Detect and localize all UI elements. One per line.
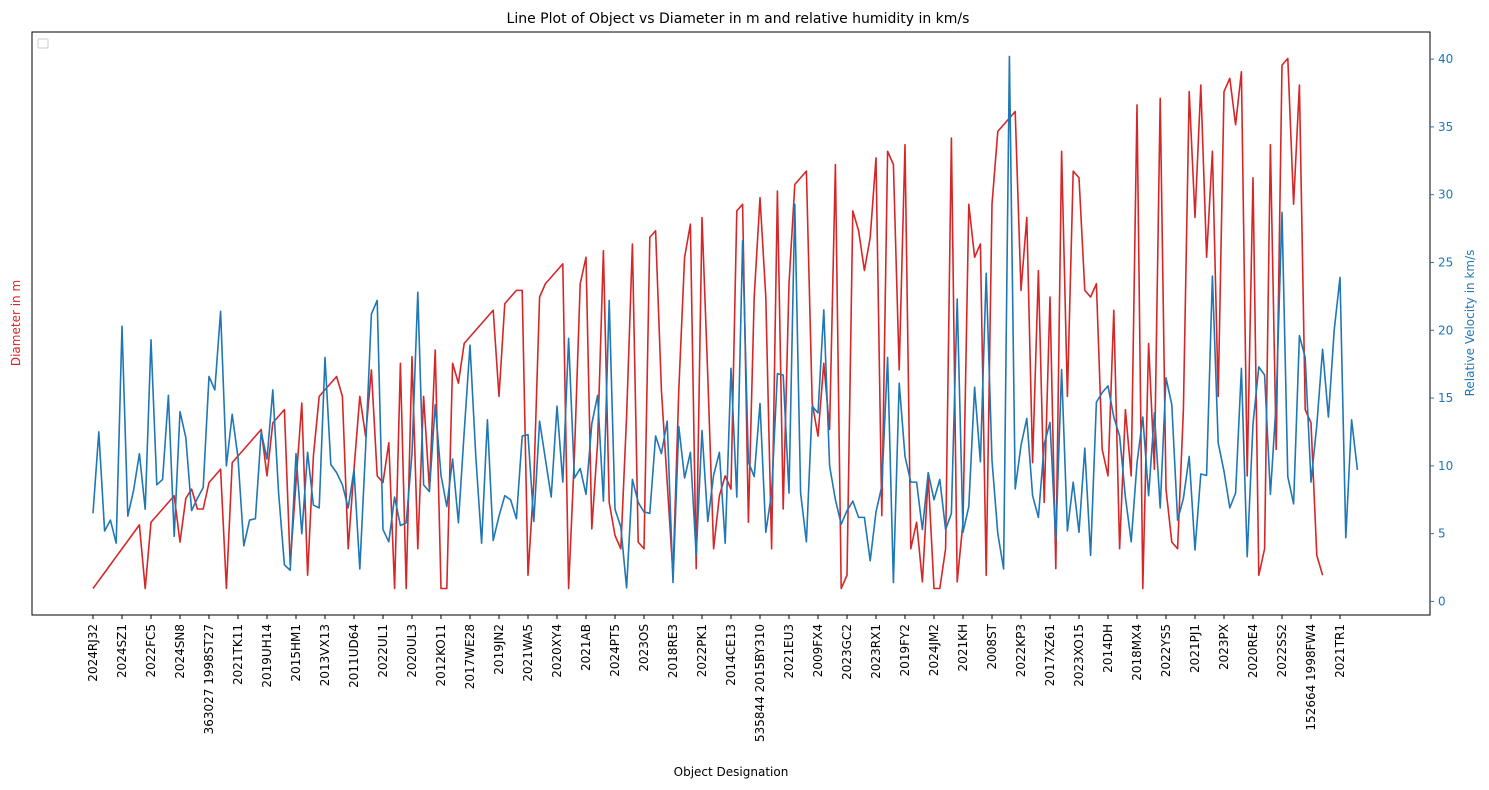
- x-tick-label: 2019FY2: [898, 624, 912, 676]
- y-left-axis-label: Diameter in m: [9, 280, 23, 366]
- y-right-tick-label: 20: [1438, 323, 1453, 337]
- x-tick-label: 2022FC5: [144, 624, 158, 677]
- x-tick-label: 2020UL3: [405, 624, 419, 678]
- y-right-tick-label: 15: [1438, 391, 1453, 405]
- x-tick-label: 2021KH: [956, 624, 970, 671]
- series-line-diameter: [92, 57, 1324, 590]
- x-tick-label: 2024PT5: [608, 624, 622, 677]
- x-tick-label: 363027 1998ST27: [202, 624, 216, 734]
- x-tick-label: 2012KO11: [434, 624, 448, 686]
- x-tick-label: 2014CE13: [724, 624, 738, 686]
- y-right-tick-label: 25: [1438, 255, 1453, 269]
- y-right-tick-label: 10: [1438, 459, 1453, 473]
- x-tick-label: 2022PK1: [695, 624, 709, 677]
- y-right-tick-label: 35: [1438, 120, 1453, 134]
- x-tick-label: 2008ST: [985, 623, 999, 669]
- x-tick-label: 2020XY4: [550, 624, 564, 678]
- y-right-tick-label: 40: [1438, 52, 1453, 66]
- x-tick-label: 2019JN2: [492, 624, 506, 675]
- y-right-tick-label: 5: [1438, 527, 1446, 541]
- x-tick-label: 2024SZ1: [115, 624, 129, 678]
- x-tick-label: 2013VX13: [318, 624, 332, 686]
- x-tick-label: 2009FX4: [811, 624, 825, 677]
- x-tick-label: 2022SS2: [1275, 624, 1289, 677]
- x-axis-ticks: 2024RJ32 2024SZ1 2022FC5 2024SN8 363027 1998…: [86, 615, 1347, 742]
- x-tick-label: 2022YS5: [1159, 624, 1173, 677]
- x-tick-label: 2020RE4: [1246, 624, 1260, 678]
- x-tick-label: 2018MX4: [1130, 624, 1144, 681]
- x-tick-label: 2024SN8: [173, 624, 187, 679]
- series-layer: [92, 55, 1359, 590]
- x-tick-label: 2023PX: [1217, 624, 1231, 670]
- x-tick-label: 2017WE28: [463, 624, 477, 689]
- x-tick-label: 2015HM1: [289, 624, 303, 682]
- x-tick-label: 2018RE3: [666, 624, 680, 678]
- chart-title: Line Plot of Object vs Diameter in m and…: [507, 11, 970, 27]
- x-tick-label: 2023RX1: [869, 624, 883, 679]
- x-tick-label: 2021EU3: [782, 624, 796, 679]
- x-tick-label: 2022UL1: [376, 624, 390, 678]
- y-right-tick-label: 0: [1438, 594, 1446, 608]
- x-tick-label: 2011UD64: [347, 624, 361, 688]
- x-tick-label: 2023OS: [637, 624, 651, 672]
- y-right-axis-ticks: 0 5 10 15 20 25 30 35 40: [1430, 52, 1453, 608]
- x-tick-label: 535844 2015BY310: [753, 624, 767, 742]
- x-axis-label: Object Designation: [674, 765, 789, 779]
- y-right-axis-label: Relative Velocity in km/s: [1463, 250, 1477, 397]
- x-tick-label: 2023XO15: [1072, 624, 1086, 687]
- x-tick-label: 2024RJ32: [86, 624, 100, 682]
- x-tick-label: 2023GC2: [840, 624, 854, 680]
- x-tick-label: 2021TK11: [231, 624, 245, 685]
- x-tick-label: 2021AB: [579, 624, 593, 671]
- x-tick-label: 2014DH: [1101, 624, 1115, 673]
- x-tick-label: 2022KP3: [1014, 624, 1028, 677]
- y-right-tick-label: 30: [1438, 188, 1453, 202]
- x-tick-label: 152664 1998FW4: [1304, 624, 1318, 731]
- series-line-velocity: [92, 55, 1359, 589]
- legend-box: [37, 38, 49, 49]
- x-tick-label: 2019UH14: [260, 624, 274, 688]
- x-tick-label: 2017XZ61: [1043, 624, 1057, 686]
- x-tick-label: 2024JM2: [927, 624, 941, 676]
- x-tick-label: 2021PJ1: [1188, 624, 1202, 673]
- x-tick-label: 2021TR1: [1333, 624, 1347, 678]
- x-tick-label: 2021WA5: [521, 624, 535, 682]
